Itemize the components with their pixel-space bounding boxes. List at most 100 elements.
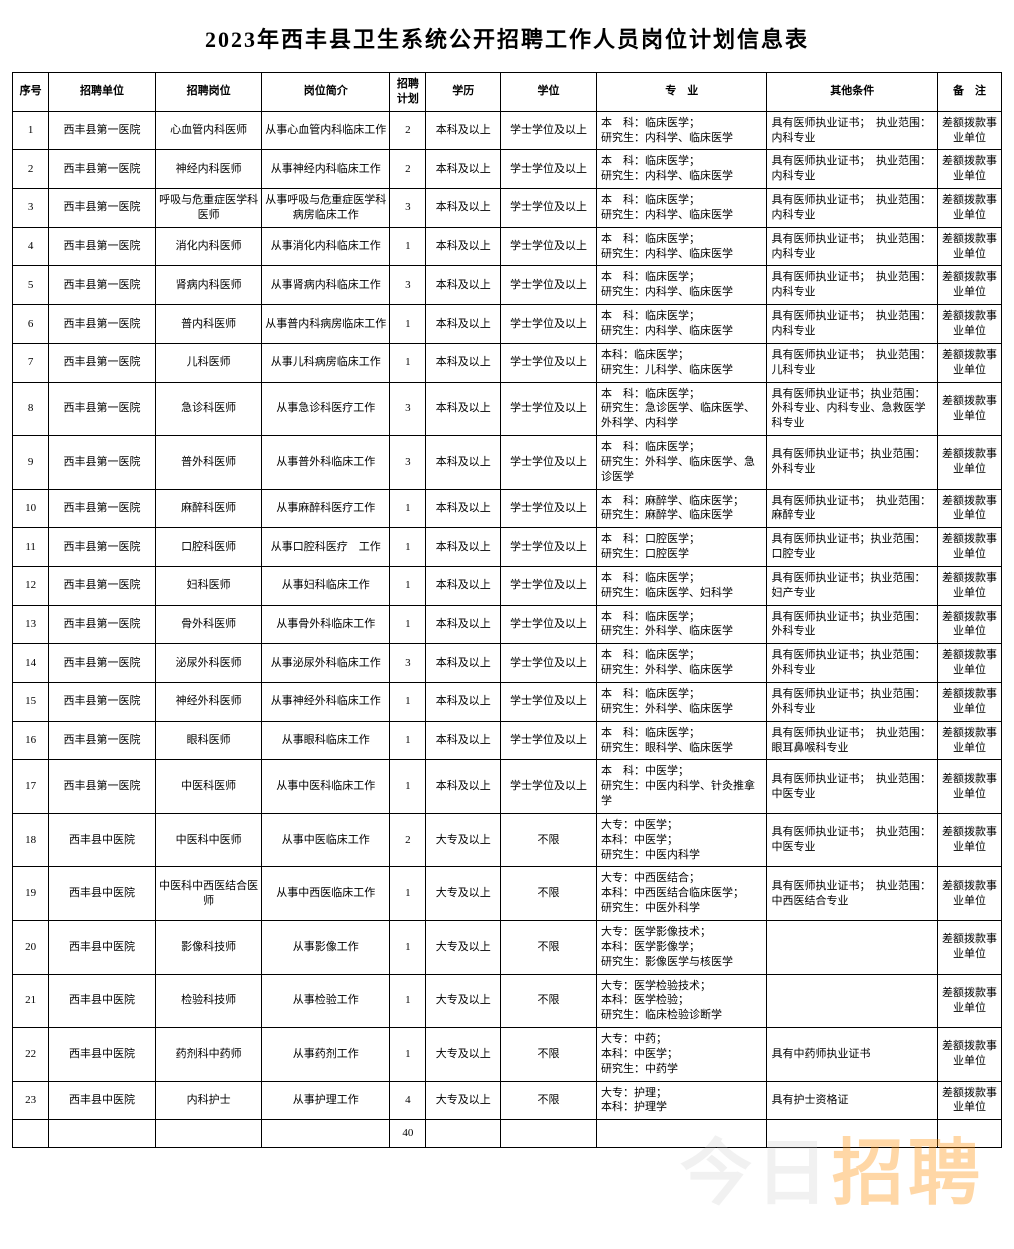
cell-note: 差额拨款事业单位 <box>938 266 1002 305</box>
cell-desc: 从事急诊科医疗工作 <box>262 382 390 436</box>
cell-deg: 学士学位及以上 <box>501 721 597 760</box>
cell-pos: 普外科医师 <box>155 436 262 490</box>
table-row: 1西丰县第一医院心血管内科医师从事心血管内科临床工作2本科及以上学士学位及以上本… <box>13 111 1002 150</box>
cell-unit: 西丰县第一医院 <box>49 305 156 344</box>
cell-major: 大专：中医学；本科：中医学；研究生：中医内科学 <box>596 813 767 867</box>
cell-other: 具有医师执业证书；执业范围：外科专业 <box>767 436 938 490</box>
cell-deg: 不限 <box>501 867 597 921</box>
cell-seq: 2 <box>13 150 49 189</box>
cell-plan: 3 <box>390 382 426 436</box>
table-row: 12西丰县第一医院妇科医师从事妇科临床工作1本科及以上学士学位及以上本 科：临床… <box>13 566 1002 605</box>
cell-edu: 本科及以上 <box>426 343 501 382</box>
page-title: 2023年西丰县卫生系统公开招聘工作人员岗位计划信息表 <box>12 12 1002 72</box>
cell-other: 具有医师执业证书；执业范围：外科专业 <box>767 683 938 722</box>
cell-pos: 中医科医师 <box>155 760 262 814</box>
cell-edu: 本科及以上 <box>426 189 501 228</box>
cell-desc: 从事护理工作 <box>262 1081 390 1120</box>
cell-major: 本 科：临床医学；研究生：内科学、临床医学 <box>596 189 767 228</box>
cell-note: 差额拨款事业单位 <box>938 305 1002 344</box>
cell-deg: 学士学位及以上 <box>501 111 597 150</box>
cell-desc: 从事神经内科临床工作 <box>262 150 390 189</box>
cell-note: 差额拨款事业单位 <box>938 1028 1002 1082</box>
cell-note: 差额拨款事业单位 <box>938 436 1002 490</box>
cell-deg: 学士学位及以上 <box>501 566 597 605</box>
cell-pos: 肾病内科医师 <box>155 266 262 305</box>
cell-seq: 16 <box>13 721 49 760</box>
cell-seq: 19 <box>13 867 49 921</box>
cell-pos: 骨外科医师 <box>155 605 262 644</box>
table-row: 16西丰县第一医院眼科医师从事眼科临床工作1本科及以上学士学位及以上本 科：临床… <box>13 721 1002 760</box>
table-row: 9西丰县第一医院普外科医师从事普外科临床工作3本科及以上学士学位及以上本 科：临… <box>13 436 1002 490</box>
cell-pos: 妇科医师 <box>155 566 262 605</box>
cell-seq: 14 <box>13 644 49 683</box>
cell-plan: 3 <box>390 644 426 683</box>
table-row: 6西丰县第一医院普内科医师从事普内科病房临床工作1本科及以上学士学位及以上本 科… <box>13 305 1002 344</box>
cell-seq: 12 <box>13 566 49 605</box>
cell-plan: 4 <box>390 1081 426 1120</box>
cell-note: 差额拨款事业单位 <box>938 343 1002 382</box>
table-row: 8西丰县第一医院急诊科医师从事急诊科医疗工作3本科及以上学士学位及以上本 科：临… <box>13 382 1002 436</box>
cell-plan: 1 <box>390 305 426 344</box>
col-deg: 学位 <box>501 73 597 112</box>
cell-other: 具有护士资格证 <box>767 1081 938 1120</box>
cell-pos: 儿科医师 <box>155 343 262 382</box>
cell-pos: 急诊科医师 <box>155 382 262 436</box>
cell-desc: 从事中医科临床工作 <box>262 760 390 814</box>
col-major: 专 业 <box>596 73 767 112</box>
cell-other: 具有中药师执业证书 <box>767 1028 938 1082</box>
cell-other: 具有医师执业证书；执业范围：外科专业 <box>767 644 938 683</box>
cell-desc: 从事中医临床工作 <box>262 813 390 867</box>
cell-desc: 从事中西医临床工作 <box>262 867 390 921</box>
cell-seq: 7 <box>13 343 49 382</box>
cell-deg: 学士学位及以上 <box>501 189 597 228</box>
cell-seq: 1 <box>13 111 49 150</box>
cell-desc: 从事呼吸与危重症医学科病房临床工作 <box>262 189 390 228</box>
cell-other: 具有医师执业证书； 执业范围：内科专业 <box>767 189 938 228</box>
cell-desc: 从事骨外科临床工作 <box>262 605 390 644</box>
cell-desc: 从事妇科临床工作 <box>262 566 390 605</box>
cell-major: 本 科：临床医学；研究生：临床医学、妇科学 <box>596 566 767 605</box>
cell-deg: 学士学位及以上 <box>501 528 597 567</box>
cell-desc: 从事心血管内科临床工作 <box>262 111 390 150</box>
table-row: 5西丰县第一医院肾病内科医师从事肾病内科临床工作3本科及以上学士学位及以上本 科… <box>13 266 1002 305</box>
cell-plan: 1 <box>390 489 426 528</box>
total-value: 40 <box>390 1120 426 1148</box>
cell-plan: 1 <box>390 760 426 814</box>
cell-pos: 呼吸与危重症医学科医师 <box>155 189 262 228</box>
table-row: 7西丰县第一医院儿科医师从事儿科病房临床工作1本科及以上学士学位及以上本科：临床… <box>13 343 1002 382</box>
cell-pos: 眼科医师 <box>155 721 262 760</box>
col-note: 备 注 <box>938 73 1002 112</box>
cell-plan: 1 <box>390 605 426 644</box>
cell-edu: 大专及以上 <box>426 813 501 867</box>
cell-deg: 学士学位及以上 <box>501 382 597 436</box>
cell-deg: 学士学位及以上 <box>501 683 597 722</box>
cell-pos: 影像科技师 <box>155 920 262 974</box>
cell-note: 差额拨款事业单位 <box>938 721 1002 760</box>
cell-other: 具有医师执业证书；执业范围：口腔专业 <box>767 528 938 567</box>
cell-edu: 大专及以上 <box>426 974 501 1028</box>
cell-plan: 1 <box>390 721 426 760</box>
table-row: 2西丰县第一医院神经内科医师从事神经内科临床工作2本科及以上学士学位及以上本 科… <box>13 150 1002 189</box>
cell-pos: 神经内科医师 <box>155 150 262 189</box>
cell-unit: 西丰县第一医院 <box>49 528 156 567</box>
cell-major: 大专：医学检验技术；本科：医学检验；研究生：临床检验诊断学 <box>596 974 767 1028</box>
cell-unit: 西丰县第一医院 <box>49 150 156 189</box>
cell-major: 大专：护理；本科：护理学 <box>596 1081 767 1120</box>
table-row: 15西丰县第一医院神经外科医师从事神经外科临床工作1本科及以上学士学位及以上本 … <box>13 683 1002 722</box>
cell-major: 本 科：临床医学；研究生：内科学、临床医学 <box>596 266 767 305</box>
cell-other: 具有医师执业证书； 执业范围：中医专业 <box>767 760 938 814</box>
cell-major: 本 科：中医学；研究生：中医内科学、针灸推拿学 <box>596 760 767 814</box>
cell-unit: 西丰县第一医院 <box>49 721 156 760</box>
cell-major: 本 科：临床医学；研究生：内科学、临床医学 <box>596 150 767 189</box>
cell-note: 差额拨款事业单位 <box>938 382 1002 436</box>
cell-major: 本 科：临床医学；研究生：眼科学、临床医学 <box>596 721 767 760</box>
cell-seq: 21 <box>13 974 49 1028</box>
cell-desc: 从事麻醉科医疗工作 <box>262 489 390 528</box>
cell-deg: 学士学位及以上 <box>501 150 597 189</box>
cell-other <box>767 920 938 974</box>
cell-edu: 本科及以上 <box>426 227 501 266</box>
table-row: 17西丰县第一医院中医科医师从事中医科临床工作1本科及以上学士学位及以上本 科：… <box>13 760 1002 814</box>
cell-other: 具有医师执业证书； 执业范围：麻醉专业 <box>767 489 938 528</box>
cell-edu: 本科及以上 <box>426 566 501 605</box>
cell-unit: 西丰县第一医院 <box>49 266 156 305</box>
